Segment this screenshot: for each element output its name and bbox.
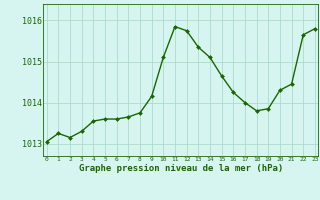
X-axis label: Graphe pression niveau de la mer (hPa): Graphe pression niveau de la mer (hPa): [79, 164, 283, 173]
